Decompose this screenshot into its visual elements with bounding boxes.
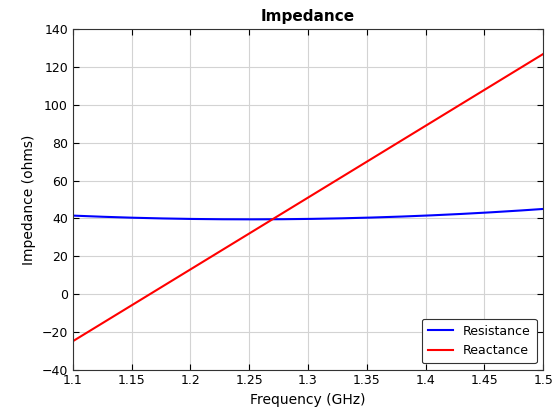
Legend: Resistance, Reactance: Resistance, Reactance <box>422 319 537 363</box>
Reactance <box>540 51 547 56</box>
Resistance <box>69 213 76 218</box>
Resistance <box>540 206 547 211</box>
Reactance <box>69 339 76 344</box>
Title: Impedance: Impedance <box>261 9 355 24</box>
Reactance <box>71 338 78 343</box>
Reactance <box>348 169 354 174</box>
Resistance <box>351 215 358 220</box>
Resistance <box>71 213 78 218</box>
Reactance <box>349 168 356 173</box>
Reactance <box>466 97 473 102</box>
Line: Resistance: Resistance <box>73 209 543 219</box>
Y-axis label: Impedance (ohms): Impedance (ohms) <box>22 134 36 265</box>
Resistance <box>497 209 504 214</box>
Resistance <box>468 211 474 216</box>
Line: Reactance: Reactance <box>73 54 543 341</box>
Resistance <box>349 215 356 220</box>
Resistance <box>359 215 366 220</box>
Resistance <box>246 217 253 222</box>
X-axis label: Frequency (GHz): Frequency (GHz) <box>250 393 366 407</box>
Reactance <box>357 163 364 168</box>
Reactance <box>496 79 502 84</box>
